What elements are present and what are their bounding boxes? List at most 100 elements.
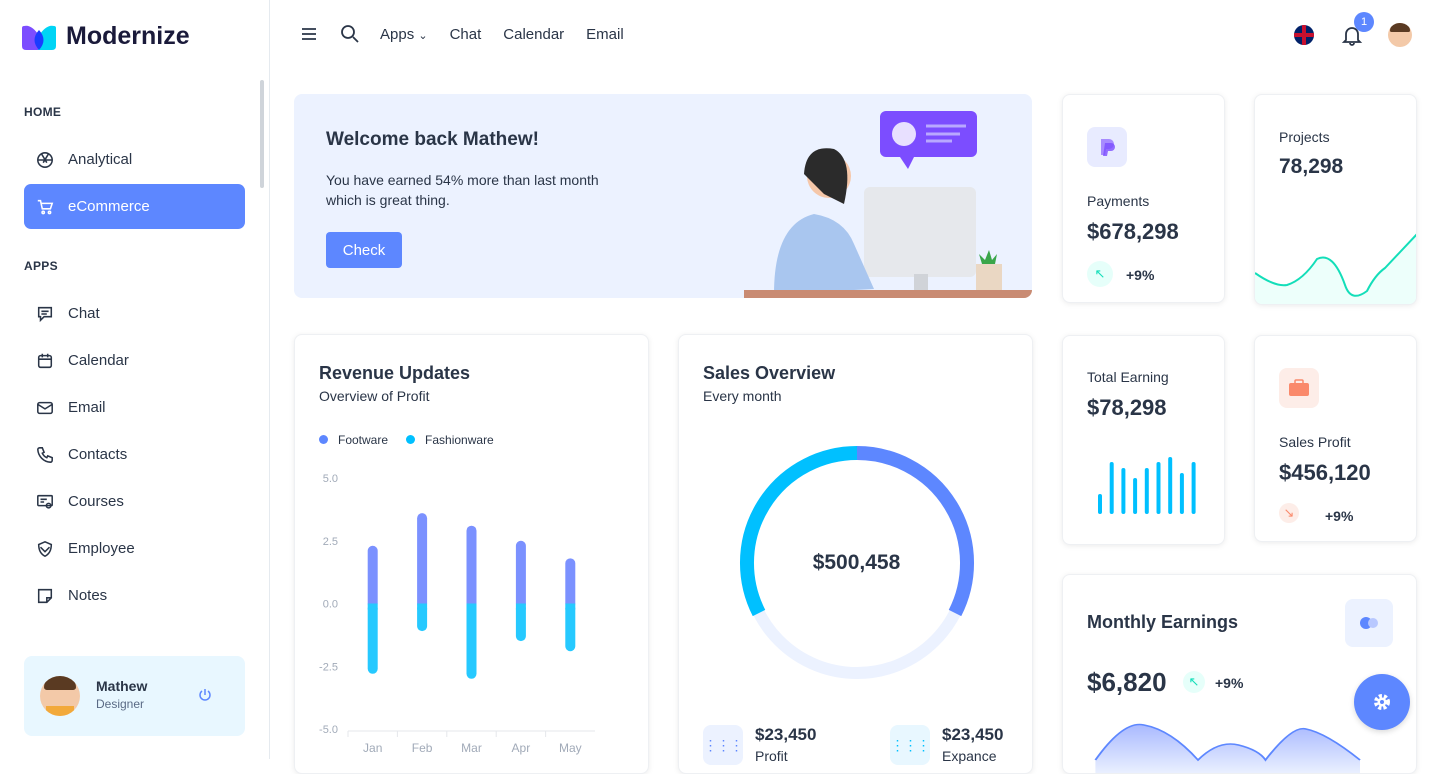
nav-email[interactable]: Email: [586, 25, 624, 43]
sidebar-item-label: Contacts: [68, 446, 128, 463]
y-tick-label: 2.5: [323, 536, 338, 548]
sidebar-item-label: Courses: [68, 493, 124, 510]
projects-card: Projects 78,298: [1254, 94, 1417, 305]
sidebar-item-contacts[interactable]: Contacts: [24, 432, 245, 477]
support-agent-illustration: [744, 111, 1032, 298]
check-button[interactable]: Check: [326, 232, 402, 268]
expense-value: $23,450: [942, 725, 1004, 744]
bar-footware: [515, 540, 526, 609]
sidebar-item-employee[interactable]: Employee: [24, 526, 245, 571]
section-home: HOME: [24, 105, 62, 119]
earning-bar: [1098, 494, 1102, 514]
sidebar-item-label: Calendar: [68, 352, 129, 369]
bar-fashionware: [417, 603, 428, 632]
toggle-icon[interactable]: [1345, 599, 1393, 647]
donut-center-value: $500,458: [812, 551, 901, 574]
revenue-updates-card: Revenue Updates Overview of Profit Footw…: [294, 334, 649, 774]
sidebar-item-analytical[interactable]: Analytical: [24, 137, 245, 182]
x-tick-label: Apr: [512, 741, 531, 755]
sales-donut-chart: [739, 446, 975, 679]
earning-bar: [1156, 462, 1161, 514]
legend-footware[interactable]: Footware: [319, 433, 388, 447]
payments-change: +9%: [1126, 267, 1155, 283]
sales-profit-label: Sales Profit: [1279, 434, 1351, 450]
sidebar-item-ecommerce[interactable]: eCommerce: [24, 184, 245, 229]
uk-flag-icon[interactable]: [1294, 25, 1314, 45]
profit-label: Profit: [755, 748, 788, 764]
note-icon: [37, 588, 53, 603]
sales-profit-change: +9%: [1325, 508, 1354, 524]
sidebar-item-calendar[interactable]: Calendar: [24, 338, 245, 383]
sales-profit-card: Sales Profit $456,120 ↘ +9%: [1254, 335, 1417, 542]
chart-legend: Footware Fashionware: [319, 433, 494, 447]
revenue-bar-chart: 5.0 2.5 0.0 -2.5 -5.0 Jan Feb Mar Apr May: [319, 473, 595, 755]
y-tick-label: -5.0: [319, 724, 338, 736]
bell-icon[interactable]: [1341, 24, 1363, 46]
brand-name: Modernize: [66, 22, 190, 50]
y-tick-label: 0.0: [323, 599, 338, 611]
message-icon: [37, 306, 53, 322]
certificate-icon: [37, 494, 53, 509]
earning-bar: [1191, 462, 1196, 514]
revenue-subtitle: Overview of Profit: [319, 388, 430, 404]
section-apps: APPS: [24, 259, 58, 273]
earning-bar: [1144, 468, 1149, 514]
earning-bar: [1121, 468, 1126, 514]
top-nav: Apps ⌄ Chat Calendar Email: [300, 24, 624, 44]
power-icon[interactable]: [198, 688, 212, 702]
settings-fab[interactable]: [1354, 674, 1410, 730]
earning-bar: [1109, 462, 1114, 514]
shopping-cart-icon: [37, 199, 54, 214]
earning-bar: [1179, 473, 1184, 514]
earning-bar: [1133, 478, 1138, 514]
bar-fashionware: [565, 603, 576, 652]
briefcase-icon: [1279, 368, 1319, 408]
payments-value: $678,298: [1087, 219, 1179, 244]
logo[interactable]: Modernize: [22, 22, 190, 51]
notification-badge: 1: [1354, 12, 1374, 32]
logo-icon: [22, 25, 56, 50]
donut-segment-profit: [856, 446, 975, 617]
x-tick-label: May: [559, 741, 582, 755]
search-icon[interactable]: [340, 24, 360, 44]
total-earning-label: Total Earning: [1087, 369, 1169, 385]
arrow-up-left-icon: ↖: [1087, 261, 1113, 287]
revenue-title: Revenue Updates: [319, 363, 471, 383]
bar-fashionware-cap: [466, 603, 477, 610]
aperture-icon: [37, 151, 53, 168]
total-earning-bars: [1098, 457, 1196, 514]
x-tick-label: Feb: [412, 741, 433, 755]
total-earning-card: Total Earning $78,298: [1062, 335, 1225, 545]
earning-bar: [1168, 457, 1173, 514]
bar-footware: [565, 558, 576, 609]
avatar[interactable]: [40, 676, 80, 716]
monthly-earnings-card: Monthly Earnings $6,820 ↖ +9%: [1062, 574, 1417, 774]
gear-icon: [1374, 694, 1390, 710]
sidebar-item-chat[interactable]: Chat: [24, 291, 245, 336]
nav-chat[interactable]: Chat: [449, 25, 482, 43]
y-tick-label: -2.5: [319, 661, 338, 673]
menu-icon[interactable]: [300, 26, 318, 42]
bar-fashionware: [466, 603, 477, 679]
legend-fashionware[interactable]: Fashionware: [406, 433, 494, 447]
x-tick-label: Jan: [363, 741, 382, 755]
monthly-earnings-value: $6,820: [1087, 667, 1167, 697]
nav-calendar[interactable]: Calendar: [503, 25, 565, 43]
profile-role: Designer: [96, 697, 145, 711]
welcome-title: Welcome back Mathew!: [326, 129, 539, 150]
sidebar-scrollbar[interactable]: [260, 80, 264, 188]
total-earning-value: $78,298: [1087, 395, 1167, 420]
bar-fashionware-cap: [367, 603, 378, 610]
sales-overview-subtitle: Every month: [703, 388, 782, 404]
user-avatar[interactable]: [1388, 23, 1412, 47]
sidebar-item-email[interactable]: Email: [24, 385, 245, 430]
sidebar-item-courses[interactable]: Courses: [24, 479, 245, 524]
sidebar-item-label: eCommerce: [68, 198, 150, 215]
projects-sparkline: [1255, 233, 1416, 304]
arrow-up-left-icon: ↖: [1183, 671, 1205, 693]
nav-apps[interactable]: Apps ⌄: [380, 25, 428, 43]
profit-value: $23,450: [755, 725, 817, 744]
sidebar-item-label: Analytical: [68, 151, 133, 168]
y-tick-label: 5.0: [323, 473, 338, 485]
sidebar-item-notes[interactable]: Notes: [24, 573, 245, 618]
